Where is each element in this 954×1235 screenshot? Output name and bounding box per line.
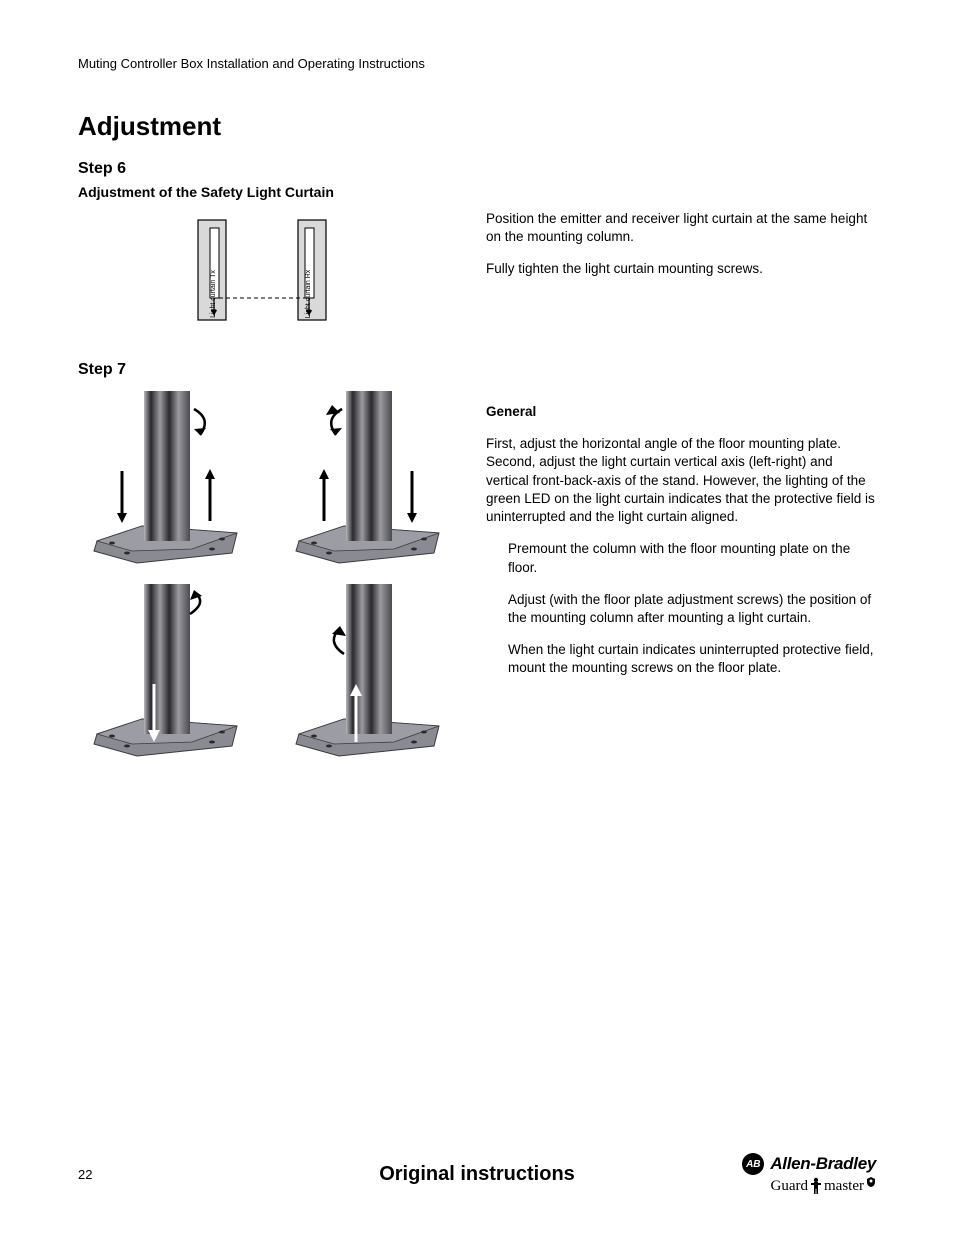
section-title: Adjustment [78,111,876,142]
brand-block: AB Allen-Bradley Guard master [742,1153,876,1195]
step7-cell-4 [280,584,458,759]
step6-subtitle: Adjustment of the Safety Light Curtain [78,184,876,200]
step6-para1: Position the emitter and receiver light … [486,210,876,246]
brand-master: master [824,1178,864,1195]
step6-title: Step 6 [78,160,876,178]
step7-cell-1 [78,391,256,566]
step7-bullet3: When the light curtain indicates uninter… [486,641,876,677]
ab-logo-icon: AB [742,1153,764,1175]
footer-center: Original instructions [379,1163,575,1186]
shield-icon [866,1177,876,1187]
brand-allen-bradley: Allen-Bradley [770,1154,876,1174]
step6-diagram: Light curtain Tx Light curtain Rx [78,210,458,335]
step7-general: General [486,403,876,421]
page-number: 22 [78,1167,92,1182]
running-header: Muting Controller Box Installation and O… [78,56,876,71]
step7-cell-3 [78,584,256,759]
step7-bullet2: Adjust (with the floor plate adjustment … [486,591,876,627]
brand-guard: Guard [771,1178,809,1195]
step7-cell-2 [280,391,458,566]
step6-para2: Fully tighten the light curtain mounting… [486,260,876,278]
step7-diagram-grid [78,391,458,759]
step7-bullet1: Premount the column with the floor mount… [486,540,876,576]
step7-para1: First, adjust the horizontal angle of th… [486,435,876,526]
person-icon [810,1177,822,1195]
step7-title: Step 7 [78,361,876,379]
